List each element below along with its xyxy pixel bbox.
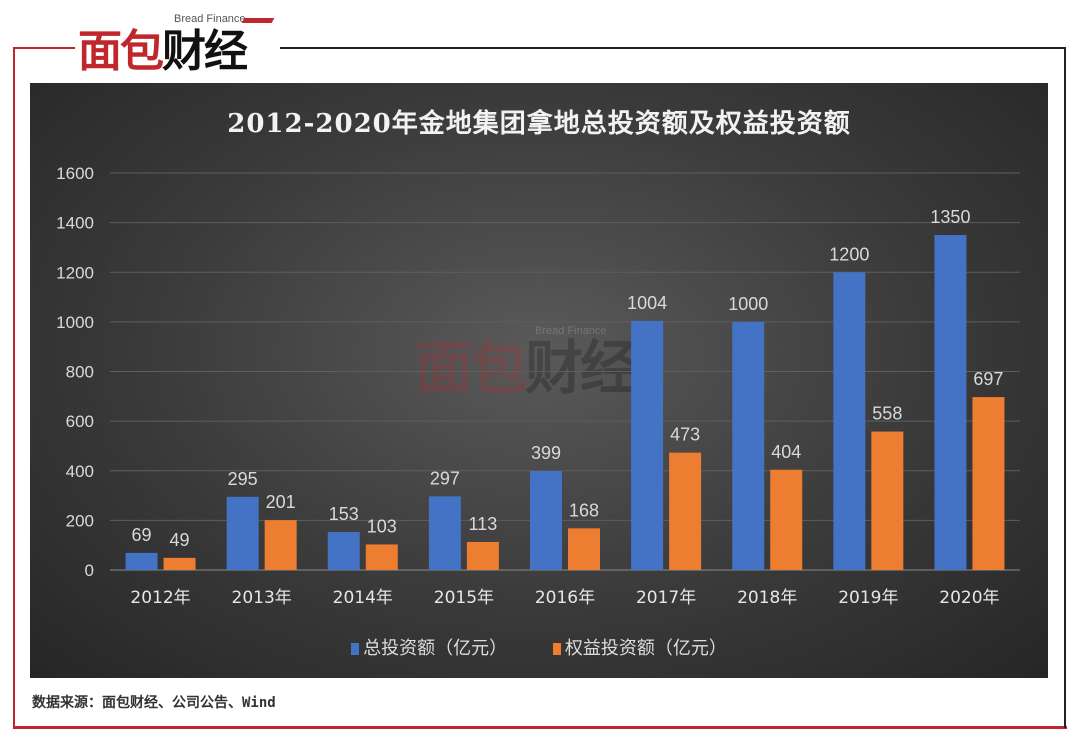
bar-total	[631, 320, 664, 570]
watermark-text: 面包财经	[415, 334, 638, 402]
watermark-subtitle: Bread Finance	[535, 325, 607, 337]
data-label: 113	[469, 514, 498, 534]
bar-equity	[770, 469, 803, 570]
x-tick-label: 2013年	[232, 588, 292, 608]
source-note: 数据来源：面包财经、公司公告、Wind	[32, 695, 276, 711]
data-label: 1200	[829, 244, 869, 264]
logo-accent-bar	[241, 18, 275, 23]
data-label: 168	[569, 500, 599, 520]
frame-bottom-border	[13, 726, 1067, 729]
data-label: 399	[531, 443, 561, 463]
legend-item-total: 总投资额（亿元）	[351, 638, 507, 659]
bar-total	[327, 532, 360, 570]
bar-total	[934, 235, 967, 570]
y-tick-label: 1600	[56, 164, 94, 183]
logo-text-black: 财经	[162, 26, 248, 77]
frame-right-border	[1064, 48, 1066, 728]
y-tick-label: 400	[66, 462, 94, 481]
y-tick-label: 0	[85, 561, 94, 580]
data-label: 297	[430, 468, 460, 488]
data-label: 1004	[627, 293, 667, 313]
x-tick-label: 2015年	[434, 588, 494, 608]
logo-text: 面包财经	[78, 26, 248, 78]
bar-equity	[163, 557, 196, 570]
bar-equity	[972, 397, 1005, 570]
y-tick-label: 600	[66, 412, 94, 431]
x-tick-label: 2020年	[939, 588, 999, 608]
data-label: 1350	[930, 207, 970, 227]
bar-total	[428, 496, 461, 570]
bar-total	[833, 272, 866, 570]
x-tick-label: 2012年	[130, 588, 190, 608]
bar-equity	[466, 541, 499, 570]
frame-left-border	[13, 48, 15, 728]
y-tick-label: 1400	[56, 214, 94, 233]
legend-swatch-blue	[351, 643, 360, 655]
logo: Bread Finance 面包财经	[78, 10, 278, 82]
watermark-text-red: 面包	[415, 334, 528, 402]
data-label: 69	[132, 525, 152, 545]
x-tick-label: 2014年	[333, 588, 393, 608]
data-label: 473	[670, 425, 700, 445]
data-label: 153	[329, 504, 359, 524]
x-tick-label: 2019年	[838, 588, 898, 608]
x-tick-label: 2017年	[636, 588, 696, 608]
data-label: 697	[973, 369, 1003, 389]
bar-equity	[365, 544, 398, 570]
legend-swatch-orange	[552, 643, 561, 655]
legend-item-equity: 权益投资额（亿元）	[552, 638, 727, 659]
data-label: 404	[771, 442, 801, 462]
data-label: 1000	[728, 294, 768, 314]
bar-equity	[568, 528, 600, 570]
watermark-logo: Bread Finance 面包财经	[415, 325, 638, 402]
x-tick-label: 2016年	[535, 588, 595, 608]
y-tick-label: 1000	[56, 313, 94, 332]
watermark-text-black: 财经	[525, 334, 638, 402]
frame-top-red-line	[13, 47, 75, 49]
bar-equity	[669, 452, 702, 570]
legend: 总投资额（亿元） 权益投资额（亿元）	[30, 634, 1048, 660]
legend-label-equity: 权益投资额（亿元）	[564, 638, 727, 659]
bar-chart: 0 200 400 600 800 1000 1200 1400 1600 2012年 69 49 20…	[56, 164, 1020, 608]
data-label: 103	[367, 516, 397, 536]
frame-top-line	[280, 47, 1066, 49]
x-tick-label: 2018年	[737, 588, 797, 608]
data-label: 558	[872, 404, 902, 424]
bar-total	[530, 470, 562, 570]
logo-text-red: 面包	[78, 26, 164, 77]
bar-equity	[871, 431, 904, 570]
data-label: 201	[266, 492, 296, 512]
bar-total	[125, 552, 158, 570]
legend-label-total: 总投资额（亿元）	[363, 638, 508, 659]
y-tick-label: 800	[66, 363, 94, 382]
bar-total	[732, 321, 765, 570]
bar-total	[226, 496, 259, 570]
logo-subtitle: Bread Finance	[174, 13, 246, 25]
y-tick-label: 1200	[56, 263, 94, 282]
chart-background	[30, 83, 1048, 678]
chart-title: 2012-2020年金地集团拿地总投资额及权益投资额	[227, 109, 851, 139]
bar-equity	[264, 520, 297, 570]
data-label: 295	[228, 469, 258, 489]
y-tick-label: 200	[66, 511, 94, 530]
data-label: 49	[170, 530, 190, 550]
